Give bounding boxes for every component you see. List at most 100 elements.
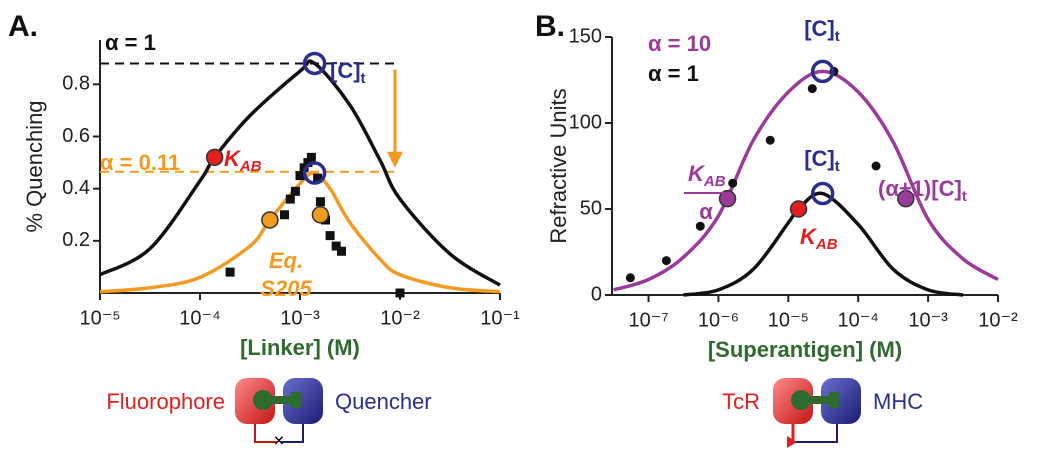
- data-point: [661, 256, 671, 266]
- annotation-main: (α+1)[C]: [878, 176, 962, 201]
- curve: [613, 69, 999, 292]
- data-point: [395, 288, 405, 298]
- y-tick-label: 0: [591, 283, 602, 305]
- data-point: [625, 273, 635, 283]
- y-tick-label: 100: [569, 111, 602, 133]
- schematic-a: ✕: [235, 378, 323, 449]
- highlight-ring: [810, 181, 835, 206]
- schematic-label: TcR: [722, 389, 760, 414]
- panel-label: B.: [535, 10, 565, 43]
- y-tick-label: 0.6: [62, 125, 90, 147]
- fraction-denominator: α: [699, 199, 713, 224]
- data-point: [313, 173, 323, 183]
- panel-label: A.: [8, 10, 38, 43]
- annotation-sub: t: [835, 158, 840, 175]
- schematic-label: Fluorophore: [106, 389, 225, 414]
- y-axis-label: Refractive Units: [546, 88, 571, 243]
- highlight-point: [718, 189, 737, 208]
- data-point: [871, 161, 881, 171]
- arrow-head: [387, 151, 403, 168]
- fraction-numerator-main: K: [688, 161, 706, 186]
- curve: [99, 59, 501, 287]
- x-tick-label: 10⁻²: [978, 309, 1018, 331]
- fraction-numerator-sub: AB: [703, 173, 726, 190]
- annotation-sub: t: [835, 28, 840, 45]
- svg-text:✕: ✕: [273, 433, 285, 449]
- data-point: [331, 241, 341, 251]
- x-tick-label: 10⁻²: [380, 307, 420, 329]
- highlight-point: [311, 206, 330, 224]
- data-point: [336, 246, 346, 256]
- annotation-main: [C]: [804, 146, 835, 171]
- annotation: α = 10: [648, 31, 711, 56]
- y-tick-label: 150: [569, 25, 602, 47]
- curve: [683, 191, 964, 297]
- data-point: [295, 171, 305, 181]
- annotation: S205: [260, 276, 312, 301]
- data-point: [807, 84, 817, 94]
- annotation-sub: AB: [239, 158, 262, 175]
- annotation-main: K: [224, 146, 242, 171]
- data-point: [306, 152, 316, 162]
- x-tick-label: 10⁻⁴: [838, 309, 879, 331]
- x-tick-label: 10⁻¹: [480, 307, 520, 329]
- schematic-b: [773, 378, 861, 448]
- x-tick-label: 10⁻³: [908, 309, 948, 331]
- y-tick-label: 50: [580, 197, 602, 219]
- chart: A. 10⁻⁵ 10⁻⁴ 10⁻³ 10⁻² 10⁻¹ 0.2 0.4 0.6 0.8 [Linke…: [8, 10, 520, 414]
- schematic-label: MHC: [873, 389, 923, 414]
- annotation-sub: AB: [815, 236, 838, 253]
- chart: B. 10⁻⁷ 10⁻⁶ 10⁻⁵ 10⁻⁴ 10⁻³ 10⁻² 0 50 100 150 [Supe…: [535, 10, 1018, 414]
- annotation: KAB: [224, 146, 262, 175]
- annotation-main: [C]: [330, 58, 361, 83]
- annotation: α = 0.11: [100, 150, 180, 175]
- annotation: [C]t: [804, 146, 840, 175]
- x-tick-label: 10⁻⁶: [698, 309, 739, 331]
- x-tick-label: 10⁻⁵: [79, 307, 120, 329]
- highlight-point: [897, 189, 915, 208]
- annotation: α = 1: [105, 30, 156, 55]
- annotation: KAB: [800, 224, 838, 253]
- y-axis-label: % Quenching: [22, 100, 47, 232]
- data-point: [290, 186, 300, 196]
- annotation: Eq.: [269, 248, 303, 273]
- highlight-point: [205, 148, 224, 167]
- x-axis-label: [Linker] (M): [240, 335, 360, 360]
- highlight-point: [261, 211, 279, 229]
- y-tick-label: 0.4: [62, 177, 90, 199]
- annotation: (α+1)[C]t: [878, 176, 967, 205]
- schematic-label: Quencher: [335, 389, 432, 414]
- x-tick-label: 10⁻⁷: [629, 309, 669, 331]
- annotation: [C]t: [330, 58, 366, 87]
- data-point: [695, 221, 705, 231]
- y-tick-label: 0.2: [62, 229, 90, 251]
- data-point: [280, 210, 290, 220]
- data-point: [303, 158, 313, 168]
- annotation: α = 1: [648, 61, 699, 86]
- highlight-ring: [302, 161, 327, 185]
- data-point: [728, 178, 738, 188]
- data-point: [315, 197, 325, 207]
- highlight-ring: [302, 51, 327, 76]
- annotation-main: K: [800, 224, 818, 249]
- annotation-sub: t: [361, 70, 366, 87]
- annotation-sub: t: [962, 188, 967, 205]
- annotation-main: α = 1: [105, 30, 156, 55]
- data-point: [325, 231, 335, 241]
- x-tick-label: 10⁻⁵: [768, 309, 809, 331]
- highlight-ring: [810, 59, 835, 84]
- y-tick-label: 0.8: [62, 73, 90, 95]
- x-tick-label: 10⁻³: [280, 307, 320, 329]
- annotation: [C]t: [804, 16, 840, 45]
- annotation-main: α = 10: [648, 31, 711, 56]
- annotation-main: [C]: [804, 16, 835, 41]
- fraction-numerator: KAB: [688, 161, 726, 190]
- data-point: [285, 194, 295, 204]
- annotation-main: α = 1: [648, 61, 699, 86]
- x-tick-label: 10⁻⁴: [179, 307, 220, 329]
- curve: [99, 171, 501, 294]
- data-point: [765, 135, 775, 145]
- data-point: [225, 267, 235, 277]
- annotation-main: α = 0.11: [100, 150, 180, 175]
